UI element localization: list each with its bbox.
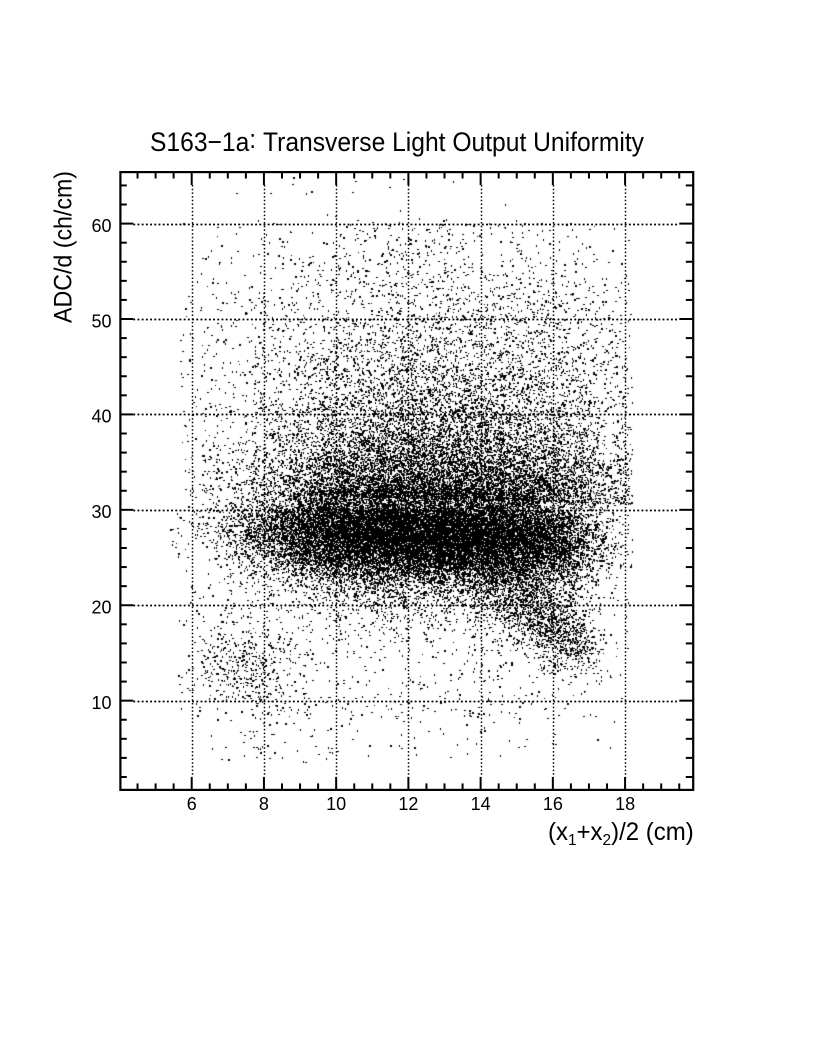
svg-text:10: 10 xyxy=(91,693,111,713)
svg-text:18: 18 xyxy=(615,794,635,814)
svg-text:6: 6 xyxy=(187,794,197,814)
svg-text:10: 10 xyxy=(326,794,346,814)
svg-text:12: 12 xyxy=(398,794,418,814)
svg-text:50: 50 xyxy=(91,311,111,331)
svg-text:14: 14 xyxy=(471,794,491,814)
svg-text:S163−1a: Transverse Light Outp: S163−1a: Transverse Light Output Uniform… xyxy=(150,124,644,157)
svg-text:40: 40 xyxy=(91,407,111,427)
svg-text:16: 16 xyxy=(543,794,563,814)
svg-text:ADC/d (ch/cm): ADC/d (ch/cm) xyxy=(50,171,78,323)
svg-text:8: 8 xyxy=(259,794,269,814)
svg-text:(x1+x2)/2 (cm): (x1+x2)/2 (cm) xyxy=(548,819,694,850)
svg-text:30: 30 xyxy=(91,502,111,522)
svg-text:20: 20 xyxy=(91,598,111,618)
svg-text:60: 60 xyxy=(91,216,111,236)
